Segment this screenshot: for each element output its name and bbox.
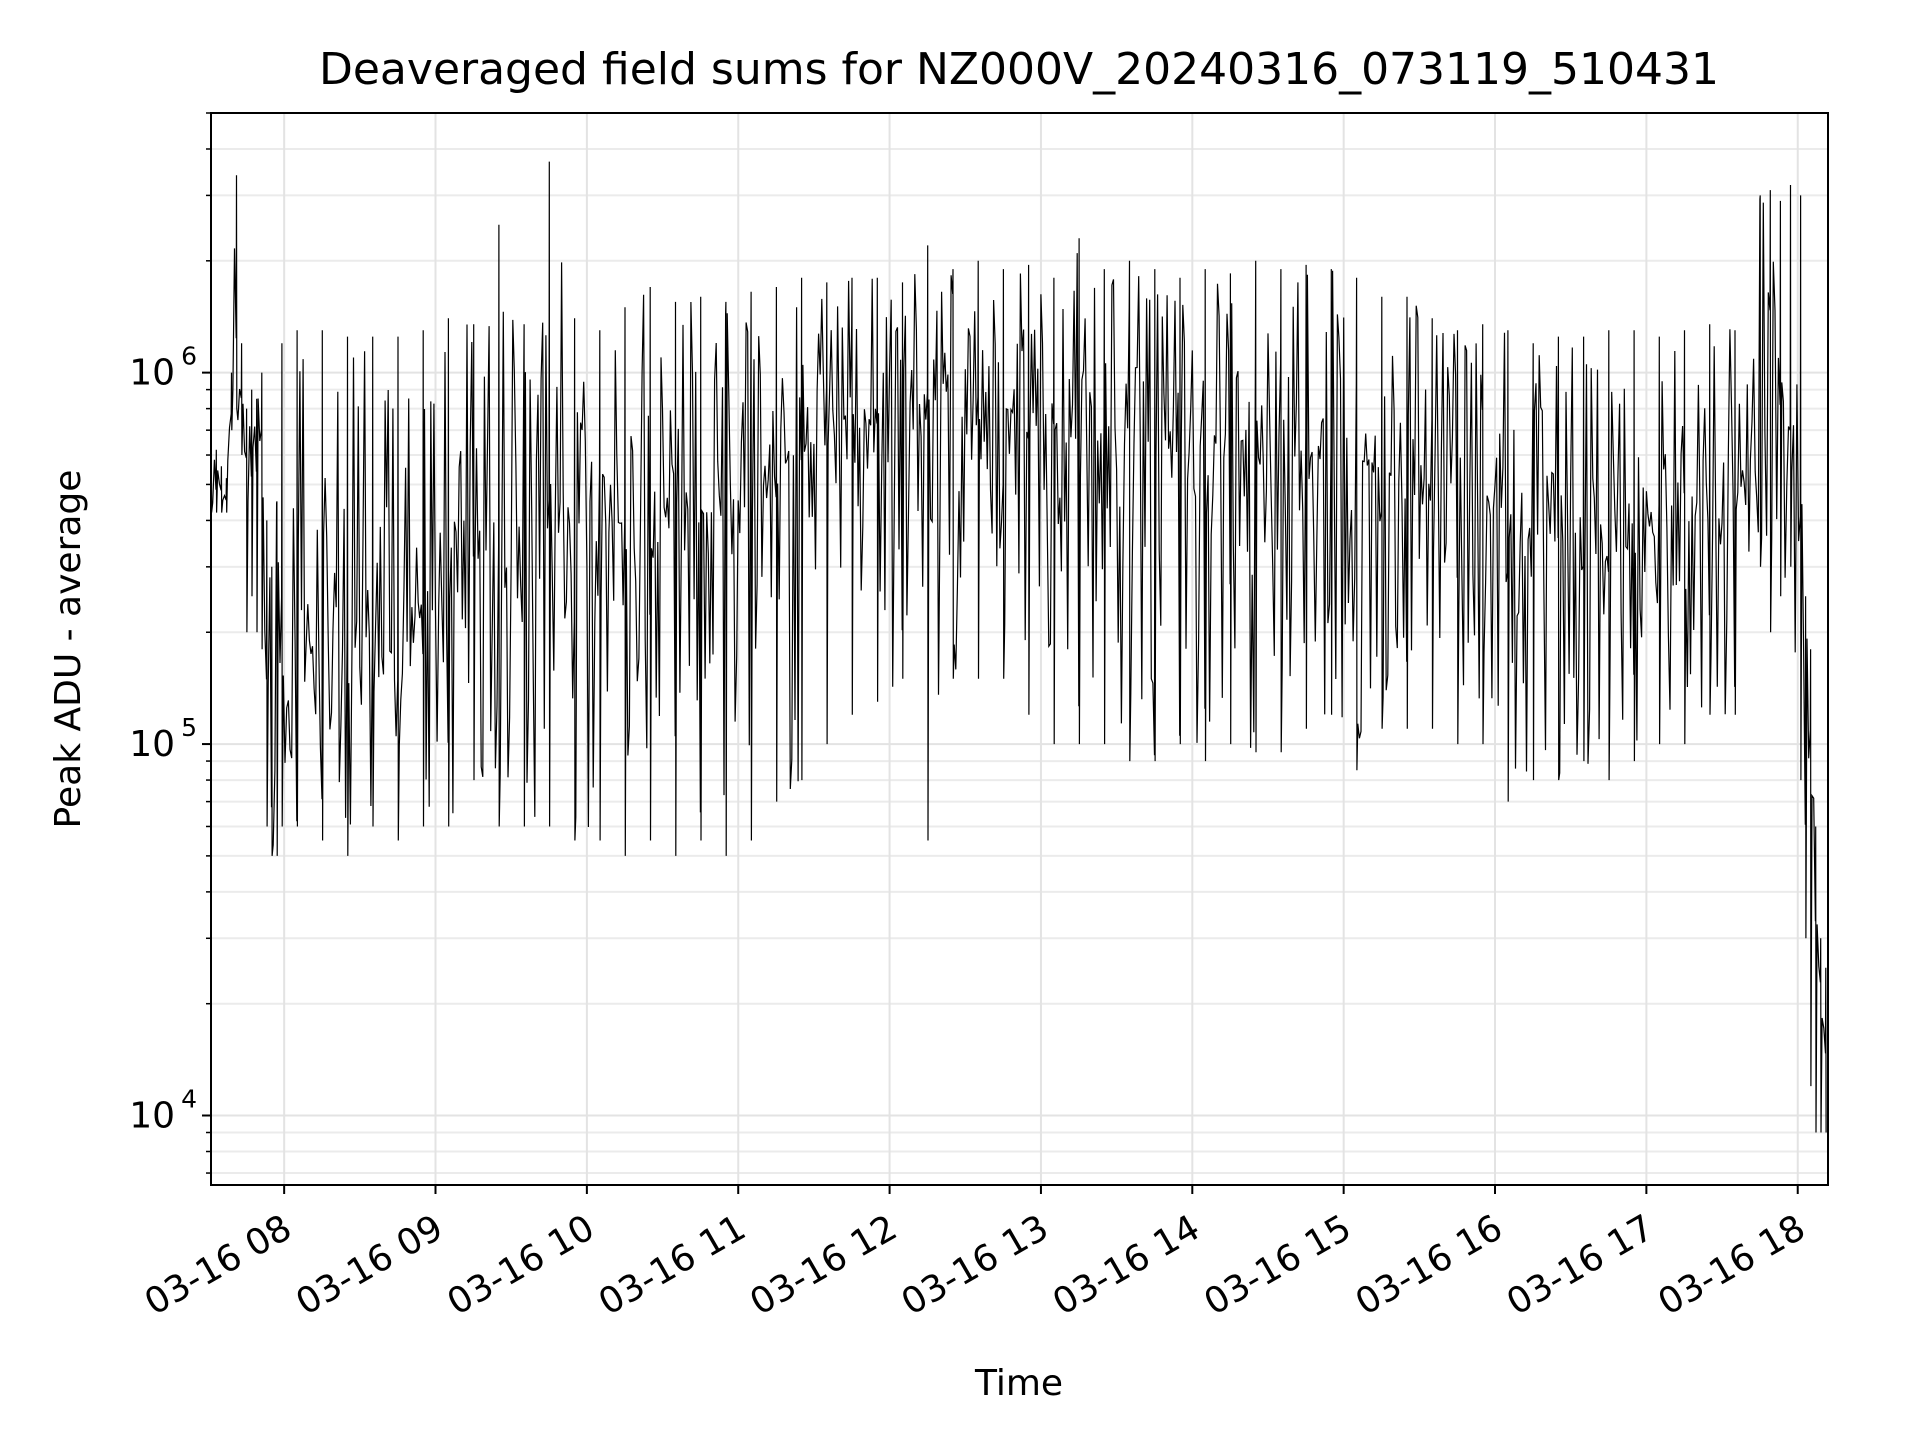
- y-tick-label-base: 10: [129, 1096, 175, 1137]
- y-axis-label: Peak ADU - average: [48, 470, 89, 829]
- y-tick-label: 10: [129, 724, 175, 765]
- y-tick-label: 10: [129, 1096, 175, 1137]
- y-tick-label-exponent: 4: [181, 1085, 197, 1114]
- y-tick-label: 10: [129, 353, 175, 394]
- y-tick-label-exponent: 6: [181, 342, 197, 371]
- chart-title: Deaveraged field sums for NZ000V_2024031…: [319, 44, 1719, 95]
- x-axis-label: Time: [974, 1363, 1063, 1404]
- y-tick-label-base: 10: [129, 724, 175, 765]
- y-tick-label-base: 10: [129, 353, 175, 394]
- y-tick-label-exponent: 5: [181, 713, 197, 742]
